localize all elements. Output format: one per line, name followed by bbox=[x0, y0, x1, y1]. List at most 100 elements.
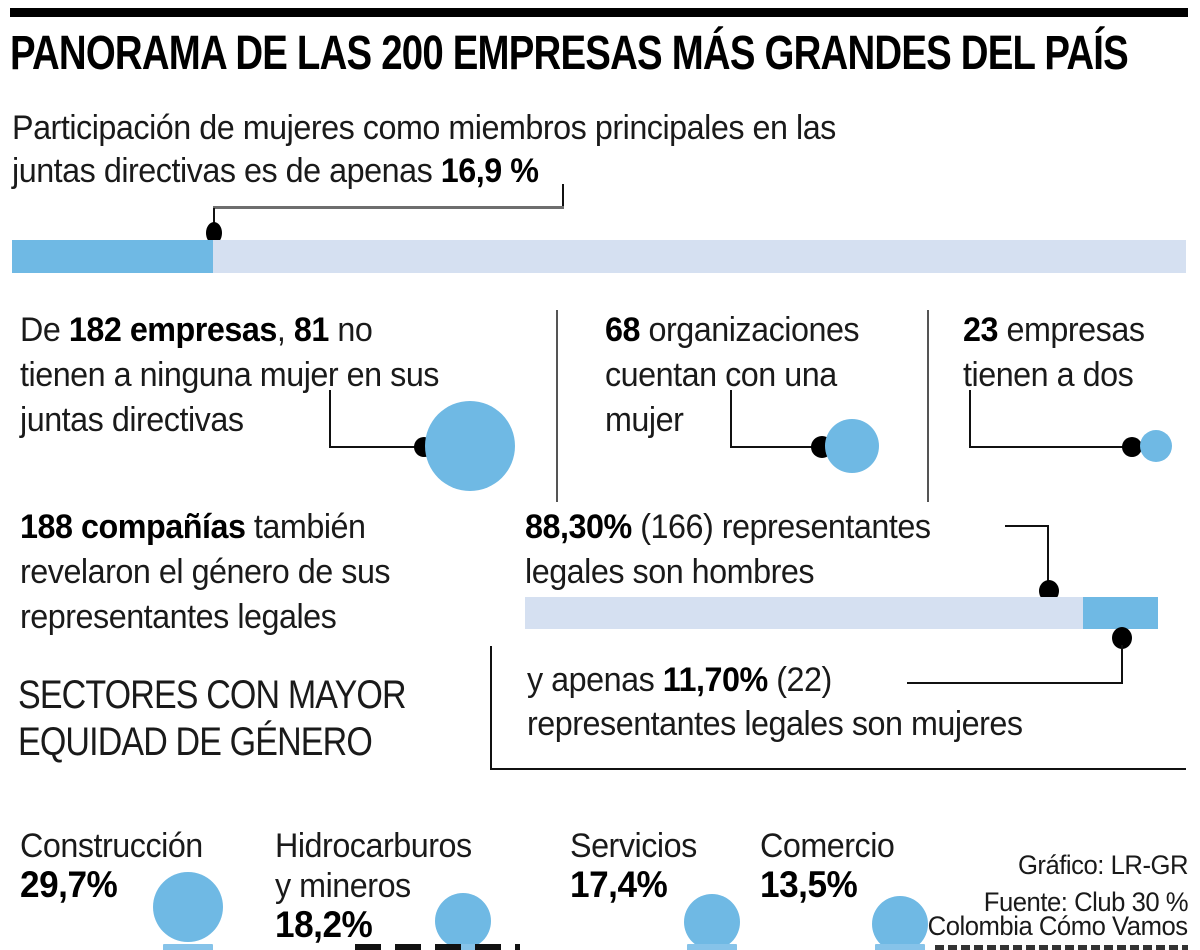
stat-none-line1-text: De 182 empresas, 81 no bbox=[20, 308, 373, 353]
page-title: PANORAMA DE LAS 200 EMPRESAS MÁS GRANDES… bbox=[10, 26, 1200, 81]
sector-servicios-pedestal bbox=[687, 944, 737, 950]
stat-none-line2: tienen a ninguna mujer en sus bbox=[20, 353, 461, 398]
text-segment: (22) bbox=[767, 661, 832, 699]
stat-two-line2: tienen a dos bbox=[963, 353, 1142, 398]
stat-two-line1-text: 23 empresas bbox=[963, 308, 1145, 353]
sectors-heading-line2: EQUIDAD DE GÉNERO bbox=[18, 719, 434, 766]
divider-right bbox=[927, 310, 929, 502]
sector-servicios-value-text: 17,4% bbox=[570, 864, 668, 905]
top-rule bbox=[10, 8, 1188, 17]
stat-none-line3-text: juntas directivas bbox=[20, 401, 244, 439]
sector-construccion-pedestal bbox=[163, 944, 213, 950]
sector-hidrocarburos-name-line2-text: y mineros bbox=[275, 867, 411, 905]
reveal-line2-text: revelaron el género de sus bbox=[20, 553, 391, 591]
credit-fuente-line1: Fuente: Club 30 % bbox=[973, 887, 1189, 917]
callout-line-none-vertical bbox=[329, 390, 331, 448]
callout-dot-women bbox=[1112, 627, 1132, 649]
intro-line1-text: Participación de mujeres como miembros p… bbox=[12, 109, 836, 147]
page-title-text: PANORAMA DE LAS 200 EMPRESAS MÁS GRANDES… bbox=[10, 27, 1129, 80]
legal-bar-track bbox=[525, 597, 1158, 629]
sector-hidrocarburos-name-line2: y mineros bbox=[275, 864, 418, 909]
credit-fuente-line2-text: Colombia Cómo Vamos bbox=[928, 911, 1188, 941]
sector-comercio-circle bbox=[872, 896, 928, 950]
board-bar-track bbox=[12, 240, 1186, 273]
callout-line-women-vertical bbox=[1121, 645, 1123, 684]
reveal-line3: representantes legales bbox=[20, 595, 353, 640]
stat-none-line1: De 182 empresas, 81 no bbox=[20, 308, 391, 353]
frame-horizontal-line bbox=[490, 768, 1186, 770]
reveal-line2: revelaron el género de sus bbox=[20, 550, 410, 595]
intro-line2: juntas directivas es de apenas 16,9 % bbox=[12, 149, 566, 194]
credit-grafico-text: Gráfico: LR-GR bbox=[1017, 850, 1189, 880]
sector-hidrocarburos-value-text: 18,2% bbox=[275, 904, 373, 945]
text-segment: empresas bbox=[997, 311, 1145, 349]
reveal-line3-text: representantes legales bbox=[20, 598, 337, 636]
callout-line-one-horizontal bbox=[730, 446, 815, 448]
stat-none-line2-text: tienen a ninguna mujer en sus bbox=[20, 356, 439, 394]
text-segment: organizaciones bbox=[639, 311, 860, 349]
bubble-two-circle bbox=[1140, 430, 1172, 462]
stat-one-line1: 68 organizaciones bbox=[605, 308, 872, 353]
sector-hidrocarburos-name-line1-text: Hidrocarburos bbox=[275, 827, 472, 865]
sector-servicios-name-text: Servicios bbox=[570, 827, 697, 865]
sectors-heading-line2-text: EQUIDAD DE GÉNERO bbox=[18, 720, 373, 764]
sector-comercio-value-text: 13,5% bbox=[760, 864, 858, 905]
value-68: 68 bbox=[605, 311, 640, 349]
stat-one-line2-text: cuentan con una bbox=[605, 356, 837, 394]
frame-vertical-line bbox=[490, 646, 492, 770]
callout-line-two-vertical bbox=[969, 390, 971, 448]
stat-one-line1-text: 68 organizaciones bbox=[605, 308, 860, 353]
sector-construccion-value-text: 29,7% bbox=[20, 864, 118, 905]
clipped-text-sliver-credits bbox=[935, 945, 1188, 950]
callout-line-board-vertical-bottom bbox=[213, 208, 215, 226]
text-segment: y apenas bbox=[527, 661, 663, 699]
sector-comercio-pedestal bbox=[875, 944, 925, 950]
board-bar-women-fill bbox=[12, 240, 213, 273]
sector-hidrocarburos-name-line1: Hidrocarburos bbox=[275, 824, 482, 869]
value-81: 81 bbox=[293, 311, 329, 349]
callout-dot-men bbox=[1039, 580, 1059, 602]
value-88-30-pct: 88,30% bbox=[525, 508, 632, 546]
legal-women-line1: y apenas 11,70% (22) bbox=[527, 658, 848, 703]
callout-line-men-dash bbox=[1005, 525, 1049, 527]
legal-men-line2-text: legales son hombres bbox=[525, 553, 815, 591]
credit-grafico: Gráfico: LR-GR bbox=[1009, 850, 1189, 880]
stat-one-line2: cuentan con una bbox=[605, 353, 849, 398]
text-segment: De bbox=[20, 311, 69, 349]
value-23: 23 bbox=[963, 311, 998, 349]
value-182-empresas: 182 empresas bbox=[68, 311, 277, 349]
legal-women-line2: representantes legales son mujeres bbox=[527, 702, 1049, 747]
sector-construccion-name: Construcción bbox=[20, 824, 212, 869]
callout-line-none-horizontal bbox=[329, 446, 424, 448]
legal-bar-women-fill bbox=[1083, 597, 1158, 629]
bubble-none-circle bbox=[425, 401, 515, 491]
sectors-heading-line1: SECTORES CON MAYOR bbox=[18, 672, 474, 719]
legal-men-line2: legales son hombres bbox=[525, 550, 829, 595]
sector-comercio-name: Comercio bbox=[760, 824, 901, 869]
callout-line-men-vertical bbox=[1047, 525, 1049, 583]
sectors-heading-line1-text: SECTORES CON MAYOR bbox=[18, 673, 407, 717]
value-11-70-pct: 11,70% bbox=[662, 661, 768, 699]
sector-hidrocarburos-value: 18,2% bbox=[275, 904, 377, 946]
intro-line2-text: juntas directivas es de apenas 16,9 % bbox=[12, 149, 539, 194]
stat-one-line3-text: mujer bbox=[605, 401, 684, 439]
stat-none-line3: juntas directivas bbox=[20, 398, 255, 443]
sector-servicios-circle bbox=[684, 894, 740, 950]
sector-comercio-value: 13,5% bbox=[760, 864, 862, 906]
sector-construccion-circle bbox=[153, 872, 223, 942]
callout-line-one-vertical bbox=[730, 390, 732, 448]
bubble-one-circle bbox=[825, 419, 879, 473]
credit-fuente-line2: Colombia Cómo Vamos bbox=[914, 912, 1188, 940]
callout-line-women-horizontal bbox=[907, 682, 1123, 684]
text-segment: , bbox=[276, 311, 294, 349]
text-segment: también bbox=[245, 508, 366, 546]
callout-line-board-vertical-top bbox=[562, 184, 564, 208]
callout-dot-board bbox=[206, 222, 222, 244]
stat-one-line3: mujer bbox=[605, 398, 688, 443]
sector-construccion-value: 29,7% bbox=[20, 864, 122, 906]
credit-fuente-line1-text: Fuente: Club 30 % bbox=[983, 887, 1189, 917]
legal-men-line1: 88,30% (166) representantes bbox=[525, 505, 952, 550]
reveal-line1-text: 188 compañías también bbox=[20, 505, 366, 550]
value-188-companias: 188 compañías bbox=[20, 508, 246, 546]
